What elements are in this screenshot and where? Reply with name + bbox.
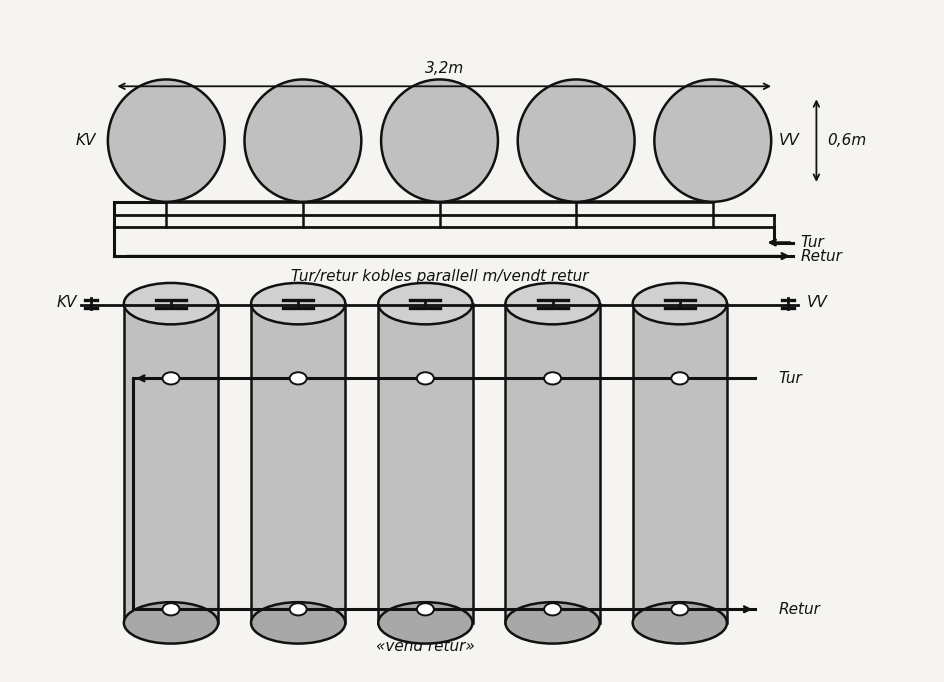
Ellipse shape [653,80,770,202]
Circle shape [544,372,561,385]
Circle shape [290,603,307,615]
Text: 0,6m: 0,6m [827,133,866,148]
Text: Retur: Retur [778,602,819,617]
Text: Retur: Retur [800,249,841,264]
Text: 3,2m: 3,2m [424,61,464,76]
Bar [378,303,472,623]
Circle shape [670,372,687,385]
Circle shape [416,372,433,385]
Ellipse shape [124,283,218,325]
Ellipse shape [124,602,218,644]
Text: KV: KV [76,133,95,148]
Ellipse shape [378,602,472,644]
Circle shape [670,603,687,615]
Ellipse shape [632,283,726,325]
Text: Tur: Tur [800,235,823,250]
Bar [632,303,726,623]
Text: VV: VV [778,133,799,148]
Text: KV: KV [57,295,76,310]
Circle shape [290,372,307,385]
Bar [251,303,345,623]
Circle shape [162,372,179,385]
Ellipse shape [380,80,497,202]
Ellipse shape [244,80,361,202]
Ellipse shape [251,283,345,325]
Ellipse shape [505,283,599,325]
Text: «vend retur»: «vend retur» [376,639,474,654]
Circle shape [416,603,433,615]
Circle shape [544,603,561,615]
Ellipse shape [505,602,599,644]
Bar [124,303,218,623]
Ellipse shape [251,602,345,644]
Bar [505,303,599,623]
Text: Tur/retur kobles parallell m/vendt retur: Tur/retur kobles parallell m/vendt retur [291,269,588,284]
Text: Tur: Tur [778,371,801,386]
Ellipse shape [517,80,633,202]
Text: VV: VV [806,295,827,310]
Ellipse shape [632,602,726,644]
Ellipse shape [378,283,472,325]
Ellipse shape [108,80,225,202]
Circle shape [162,603,179,615]
